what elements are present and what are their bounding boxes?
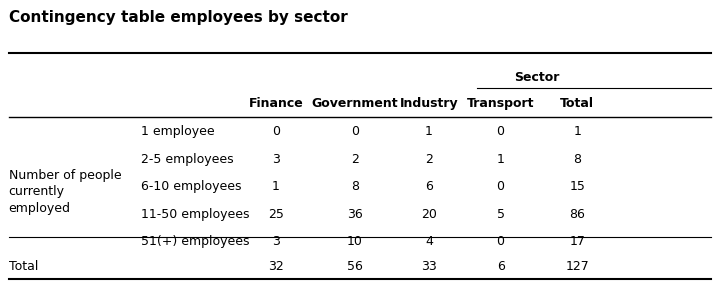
- Text: 2: 2: [351, 153, 359, 166]
- Text: 0: 0: [497, 235, 505, 248]
- Text: Total: Total: [560, 97, 594, 110]
- Text: 17: 17: [570, 235, 585, 248]
- Text: 0: 0: [497, 180, 505, 193]
- Text: 15: 15: [570, 180, 585, 193]
- Text: 1: 1: [425, 126, 433, 139]
- Text: 1: 1: [573, 126, 581, 139]
- Text: 51(+) employees: 51(+) employees: [141, 235, 250, 248]
- Text: 56: 56: [347, 260, 363, 273]
- Text: 127: 127: [565, 260, 589, 273]
- Text: 2-5 employees: 2-5 employees: [141, 153, 234, 166]
- Text: 33: 33: [421, 260, 437, 273]
- Text: 5: 5: [497, 208, 505, 221]
- Text: 6-10 employees: 6-10 employees: [141, 180, 242, 193]
- Text: 25: 25: [268, 208, 284, 221]
- Text: 3: 3: [272, 235, 280, 248]
- Text: 8: 8: [351, 180, 359, 193]
- Text: 10: 10: [347, 235, 363, 248]
- Text: 0: 0: [272, 126, 280, 139]
- Text: 8: 8: [573, 153, 581, 166]
- Text: 1: 1: [497, 153, 505, 166]
- Text: 36: 36: [347, 208, 363, 221]
- Text: 86: 86: [570, 208, 585, 221]
- Text: 32: 32: [269, 260, 284, 273]
- Text: 6: 6: [425, 180, 433, 193]
- Text: Number of people: Number of people: [9, 169, 121, 182]
- Text: 0: 0: [497, 126, 505, 139]
- Text: Industry: Industry: [400, 97, 458, 110]
- Text: 3: 3: [272, 153, 280, 166]
- Text: Finance: Finance: [248, 97, 303, 110]
- Text: currently: currently: [9, 185, 65, 198]
- Text: Transport: Transport: [467, 97, 534, 110]
- Text: 6: 6: [497, 260, 505, 273]
- Text: 2: 2: [425, 153, 433, 166]
- Text: Sector: Sector: [514, 71, 559, 84]
- Text: employed: employed: [9, 202, 71, 215]
- Text: Contingency table employees by sector: Contingency table employees by sector: [9, 10, 347, 25]
- Text: 4: 4: [425, 235, 433, 248]
- Text: 11-50 employees: 11-50 employees: [141, 208, 250, 221]
- Text: 20: 20: [421, 208, 437, 221]
- Text: 0: 0: [351, 126, 359, 139]
- Text: Government: Government: [312, 97, 398, 110]
- Text: 1: 1: [272, 180, 280, 193]
- Text: Total: Total: [9, 260, 38, 273]
- Text: 1 employee: 1 employee: [141, 126, 215, 139]
